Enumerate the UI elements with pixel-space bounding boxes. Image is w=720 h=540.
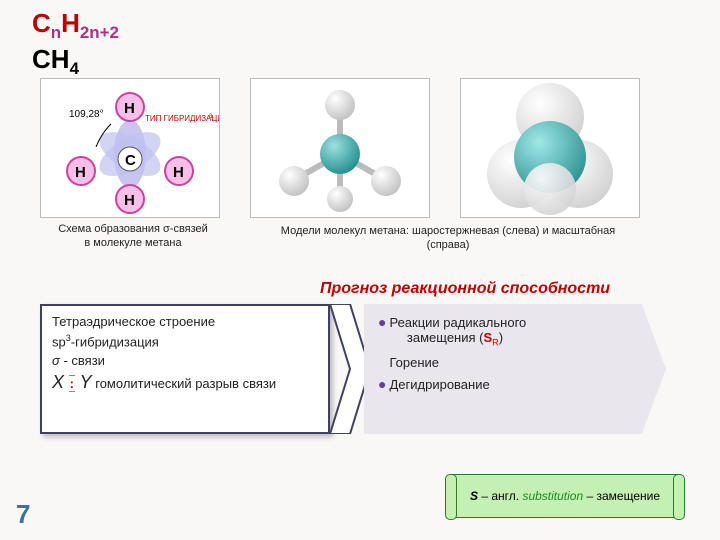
caption-sigma: Схема образования σ-связей в молекуле ме… <box>58 222 208 251</box>
svg-text:H: H <box>124 100 135 117</box>
br-l3: ●Дегидрирование <box>378 376 652 392</box>
ch4-sub: 4 <box>70 59 79 78</box>
svg-text:H: H <box>124 192 135 209</box>
fg-n: n <box>51 23 61 42</box>
bl-l1: Тетраэдрическое строение <box>52 314 318 329</box>
br-l1: ●Реакции радикального замещения (SR) <box>378 314 652 348</box>
ch4-text: CH <box>32 44 70 74</box>
structure-box: Тетраэдрическое строение sp3-гибридизаци… <box>40 304 330 434</box>
fg-tail: 2n+2 <box>80 23 119 42</box>
page-number: 7 <box>16 499 30 530</box>
model-row: 109,28° ТИП ГИБРИДИЗАЦИИ SP 3 C H H H H <box>40 78 640 218</box>
br-l2: ●Горение <box>378 354 652 370</box>
general-formula: CnH2n+2 <box>32 8 119 43</box>
bl-l3: σ - связи <box>52 353 318 368</box>
bl-l4: Х : Y гомолитический разрыв связи <box>52 372 318 393</box>
model-ball-stick <box>250 78 430 218</box>
reactivity-heading: Прогноз реакционной способности <box>320 280 610 298</box>
angle-label: 109,28° <box>69 109 104 120</box>
svg-text:H: H <box>75 164 86 181</box>
note-text: S – англ. substitution – замещение <box>470 489 660 503</box>
hybrid-label: ТИП ГИБРИДИЗАЦИИ SP <box>145 114 219 123</box>
caption-models: Модели молекул метана: шаростержневая (с… <box>278 224 618 253</box>
model-space-filling <box>460 78 640 218</box>
note-scroll: S – англ. substitution – замещение <box>452 474 678 518</box>
bl-l2: sp3-гибридизация <box>52 333 318 349</box>
molecule-formula: CH4 <box>32 44 79 79</box>
fg-H: H <box>61 8 80 38</box>
reactions-box: ●Реакции радикального замещения (SR) ●Го… <box>364 304 666 434</box>
fg-C: C <box>32 8 51 38</box>
svg-text:C: C <box>125 152 136 169</box>
svg-text:H: H <box>173 164 184 181</box>
model-sigma-scheme: 109,28° ТИП ГИБРИДИЗАЦИИ SP 3 C H H H H <box>40 78 220 218</box>
